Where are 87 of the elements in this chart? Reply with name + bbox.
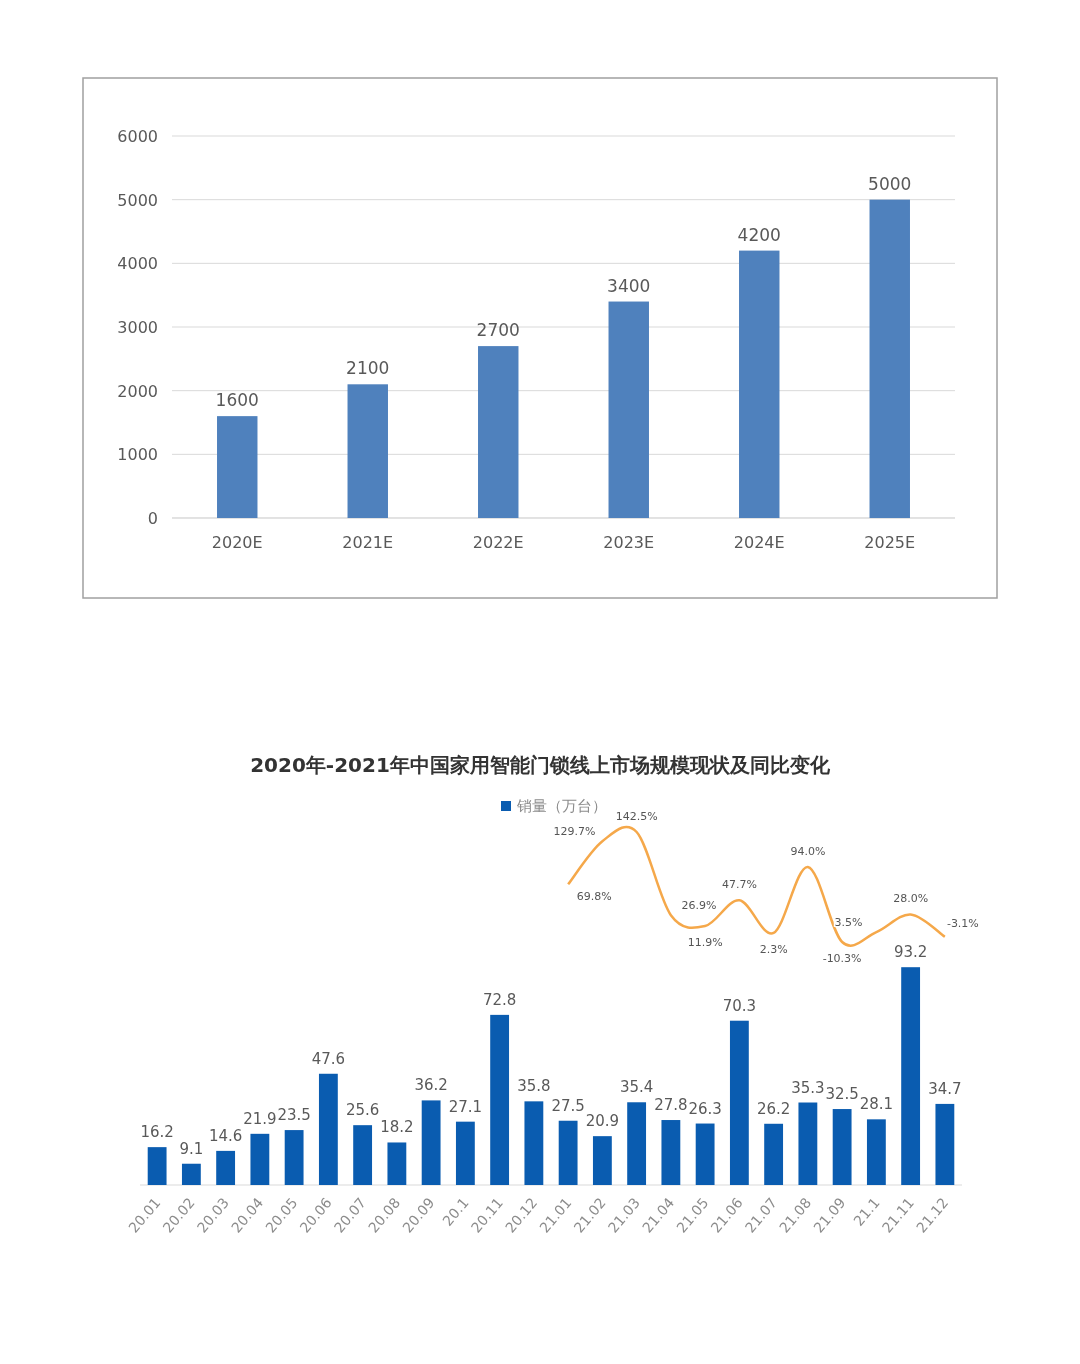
data-label: 69.8% (576, 890, 612, 904)
data-label: 27.1 (448, 1097, 483, 1116)
bar (695, 1123, 715, 1185)
data-label: 35.4 (619, 1078, 654, 1097)
bar (901, 967, 921, 1185)
bar (490, 1014, 510, 1185)
x-tick-label: 2023E (603, 533, 655, 552)
data-label: 36.2 (414, 1076, 448, 1095)
data-label: 26.3 (688, 1099, 722, 1118)
x-tick-label: 2020E (211, 533, 263, 552)
bar (353, 1125, 373, 1185)
data-label: 32.5 (825, 1085, 859, 1104)
x-tick-label: 2024E (733, 533, 785, 552)
data-label: 93.2 (893, 943, 928, 962)
bar (869, 199, 910, 518)
y-tick-label: 4000 (117, 254, 158, 274)
bar (739, 250, 780, 518)
data-label: 70.3 (722, 996, 757, 1015)
data-label: 28.1 (859, 1095, 894, 1114)
bar (284, 1130, 304, 1185)
y-tick-label: 3000 (117, 318, 158, 337)
data-label: 3.5% (834, 916, 863, 930)
bar (866, 1119, 886, 1185)
bar (217, 416, 258, 518)
bar (729, 1020, 749, 1186)
data-label: 4200 (737, 224, 781, 245)
data-label: 18.2 (380, 1118, 414, 1137)
data-label: 23.5 (277, 1106, 311, 1125)
bar (318, 1073, 338, 1185)
x-tick-label: 2022E (472, 533, 524, 552)
data-label: 2.3% (759, 942, 788, 956)
data-label: 129.7% (553, 825, 596, 839)
bar (592, 1136, 612, 1185)
bar (798, 1102, 818, 1185)
y-tick-label: 5000 (117, 190, 158, 210)
bar (455, 1121, 475, 1185)
data-label: 11.9% (687, 936, 723, 950)
data-label: 34.7 (928, 1079, 962, 1098)
data-label: 3400 (607, 275, 651, 296)
data-label: -3.1% (946, 916, 979, 930)
legend-label: 销量（万台） (516, 797, 607, 815)
x-tick-label: 2021E (342, 533, 394, 552)
bar (216, 1150, 236, 1185)
bar (832, 1109, 852, 1185)
data-label: 142.5% (615, 810, 658, 823)
bar (181, 1163, 201, 1185)
data-label: 35.8 (517, 1077, 551, 1096)
data-label: 5000 (868, 173, 912, 194)
data-label: 27.8 (654, 1096, 688, 1115)
bar (347, 384, 388, 518)
chart-title: 2020年-2021年中国家用智能门锁线上市场规模现状及同比变化 (250, 753, 831, 777)
data-label: -10.3% (822, 952, 862, 965)
x-tick-label: 2025E (864, 533, 916, 552)
data-label: 2700 (476, 320, 520, 341)
data-label: 72.8 (482, 990, 517, 1009)
data-label: 47.6 (311, 1049, 346, 1068)
bar (558, 1120, 578, 1185)
data-label: 26.9% (681, 899, 717, 913)
bar (147, 1147, 167, 1185)
data-label: 94.0% (790, 844, 826, 858)
data-label: 47.7% (721, 878, 757, 892)
data-label: 21.9 (243, 1109, 277, 1128)
bar (608, 301, 649, 518)
data-label: 14.6 (208, 1126, 243, 1145)
bar (661, 1120, 681, 1185)
bar (627, 1102, 647, 1185)
data-label: 1600 (215, 390, 259, 411)
y-tick-label: 2000 (117, 381, 158, 401)
bar (250, 1133, 270, 1185)
bar (935, 1103, 955, 1185)
bar (764, 1123, 784, 1185)
data-label: 20.9 (585, 1112, 620, 1131)
bar (421, 1100, 441, 1185)
data-label: 9.1 (179, 1139, 204, 1158)
y-tick-label: 1000 (117, 445, 158, 465)
bar (387, 1142, 407, 1185)
y-tick-label: 0 (147, 509, 158, 528)
y-tick-label: 6000 (117, 127, 158, 146)
data-label: 16.2 (140, 1123, 174, 1142)
data-label: 28.0% (893, 892, 929, 906)
bar (478, 346, 519, 518)
bar (524, 1101, 544, 1185)
data-label: 25.6 (345, 1101, 380, 1120)
data-label: 27.5 (551, 1096, 585, 1115)
data-label: 2100 (346, 358, 390, 379)
data-label: 26.2 (756, 1099, 791, 1118)
data-label: 35.3 (791, 1078, 825, 1097)
